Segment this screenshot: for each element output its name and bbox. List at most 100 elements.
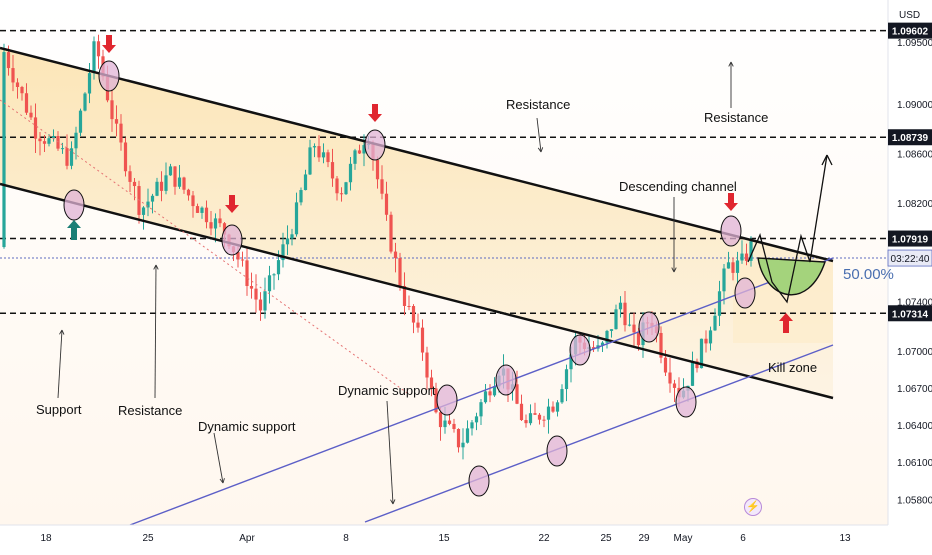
touch-circle	[468, 465, 490, 497]
y-tick-label: 1.07400	[897, 298, 932, 309]
candle-body	[605, 330, 609, 343]
candle-body	[335, 178, 339, 194]
candle-body	[312, 146, 317, 148]
candle-body	[690, 361, 695, 386]
candle-body	[695, 361, 699, 369]
candle-body	[393, 251, 398, 259]
candle-body	[699, 338, 704, 369]
candle-body	[357, 150, 362, 154]
candle-body	[447, 420, 452, 424]
y-tick-label: 1.06400	[897, 421, 932, 432]
pointer-dynamic-support-mid-head	[390, 499, 396, 505]
pointer-support	[57, 329, 63, 399]
candle-body	[204, 207, 209, 223]
y-tick-label: 1.09500	[897, 38, 932, 49]
candle-body	[600, 342, 605, 346]
candle-body	[141, 207, 146, 215]
x-tick-label: 13	[839, 533, 851, 544]
candle-body	[245, 260, 249, 287]
candle-body	[240, 259, 245, 261]
candle-body	[263, 291, 267, 311]
y-tick-label: 1.09000	[897, 100, 932, 111]
candle-body	[60, 148, 65, 150]
pointer-dynamic-support-low	[213, 432, 224, 484]
candle-body	[524, 420, 528, 424]
candle-body	[87, 73, 92, 94]
pointer-resistance-right-head	[728, 61, 734, 67]
pointer-resistance-left	[154, 264, 157, 399]
candle-body	[344, 182, 348, 195]
candle-body	[515, 384, 519, 404]
candle-body	[249, 286, 254, 289]
x-tick-label: May	[674, 533, 693, 544]
y-tick-label: 1.08600	[897, 149, 932, 160]
price-tag	[888, 230, 932, 247]
dynamic-support-upper[interactable]	[129, 257, 834, 526]
candle-body	[150, 195, 155, 202]
candle-body	[191, 195, 195, 207]
candle-body	[749, 241, 753, 261]
candle-body	[290, 234, 294, 239]
x-tick-label: 25	[600, 533, 612, 544]
candle-body	[623, 302, 627, 326]
y-tick-label: 1.05800	[897, 495, 932, 506]
candle-body	[2, 52, 6, 248]
candle-body	[29, 112, 33, 118]
candle-body	[83, 93, 87, 111]
candle-body	[65, 148, 69, 166]
candle-body	[591, 347, 596, 349]
candle-body	[326, 152, 330, 163]
channel-lower-line[interactable]	[0, 182, 834, 400]
candle-body	[479, 402, 483, 417]
candle-body	[380, 179, 384, 194]
candle-body	[546, 406, 551, 420]
candle-body	[128, 171, 132, 182]
candle-body	[519, 403, 524, 421]
touch-circle	[63, 189, 85, 221]
candle-body	[438, 412, 443, 428]
pointer-dynamic-support-low-head	[219, 478, 225, 484]
candle-body	[722, 268, 726, 292]
candle-body	[614, 309, 618, 330]
candle-body	[123, 142, 128, 172]
candle-body	[258, 299, 263, 311]
candle-body	[389, 214, 393, 252]
candle-body	[182, 177, 186, 190]
touch-circle	[98, 60, 120, 92]
candle-body	[474, 416, 479, 423]
time-axis-panel	[0, 525, 888, 550]
candle-body	[47, 138, 51, 144]
countdown-label: 03:22:40	[891, 254, 930, 265]
touch-circle	[638, 311, 660, 343]
currency-label[interactable]: USD	[899, 10, 921, 21]
candle-body	[173, 166, 177, 187]
candle-body	[470, 422, 474, 429]
candle-body	[542, 419, 546, 421]
candle-body	[416, 322, 420, 328]
candle-body	[308, 147, 312, 175]
candle-body	[20, 86, 24, 94]
y-tick-label: 1.06700	[897, 384, 932, 395]
candle-body	[294, 202, 299, 235]
touch-circle	[436, 384, 458, 416]
candle-body	[551, 406, 555, 412]
dynamic-support-lower[interactable]	[364, 344, 834, 523]
price-axis-panel	[888, 0, 932, 550]
candle-body	[609, 329, 614, 331]
touch-circle	[364, 129, 386, 161]
fib-label: 50.00%	[843, 266, 894, 283]
candle-body	[209, 222, 213, 229]
candle-body	[222, 223, 227, 235]
channel-upper-line[interactable]	[0, 46, 834, 263]
candle-body	[24, 93, 29, 113]
touch-circle	[720, 215, 742, 247]
candle-body	[384, 193, 389, 215]
price-tag-label: 1.08739	[892, 133, 929, 144]
countdown-tag	[887, 249, 932, 267]
candle-body	[218, 218, 222, 224]
candle-body	[42, 141, 47, 144]
lightning-icon[interactable]: ⚡	[744, 498, 762, 516]
candle-body	[96, 41, 101, 57]
pointer-dynamic-support-mid	[386, 400, 394, 505]
